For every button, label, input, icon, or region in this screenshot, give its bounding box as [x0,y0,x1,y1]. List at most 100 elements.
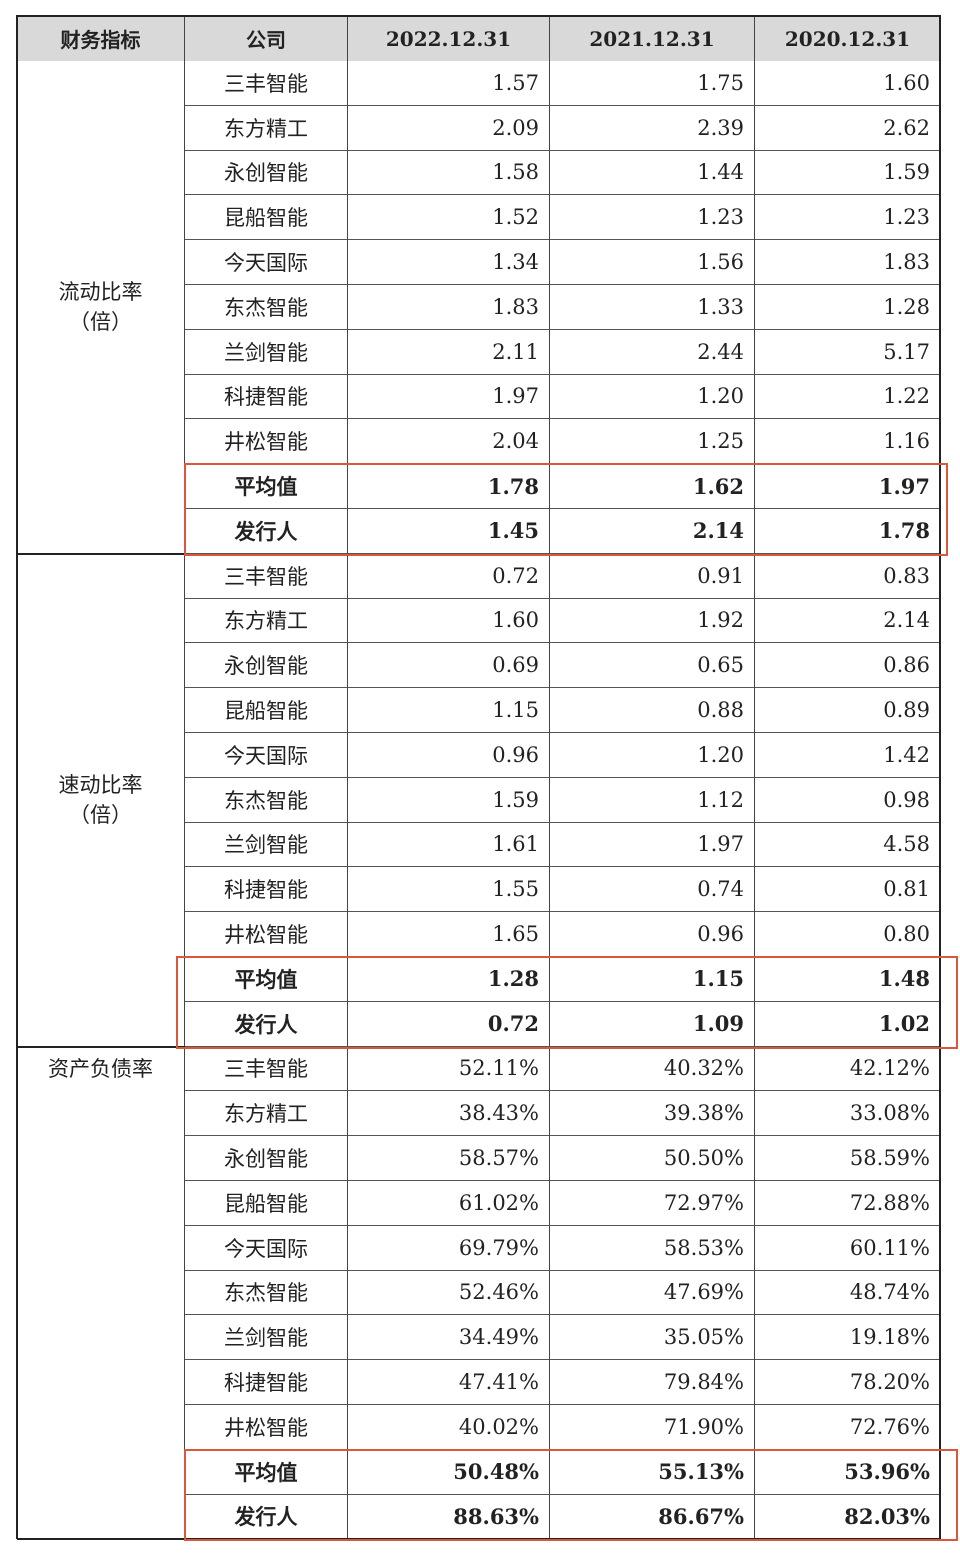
value-cell: 1.28 [755,285,940,330]
value-cell: 1.97 [755,464,940,509]
value-cell: 1.20 [550,733,755,778]
company-cell: 科捷智能 [185,867,348,913]
value-cell: 1.59 [755,151,940,196]
value-cell: 71.90% [550,1405,755,1450]
value-cell: 1.48 [755,957,940,1002]
value-cell: 1.12 [550,777,755,823]
value-cell: 0.72 [348,1001,550,1047]
value-cell: 1.16 [755,419,940,465]
company-cell: 三丰智能 [185,61,348,106]
value-cell: 60.11% [755,1226,940,1271]
header-metric: 财务指标 [17,16,185,61]
company-cell: 井松智能 [185,419,348,465]
company-cell: 永创智能 [185,150,348,196]
value-cell: 0.74 [550,867,755,913]
value-cell: 1.59 [348,777,550,823]
value-cell: 1.22 [755,375,940,420]
value-cell: 0.98 [755,778,940,823]
value-cell: 1.09 [550,1001,755,1047]
company-cell: 发行人 [185,509,348,554]
value-cell: 1.25 [550,419,755,465]
company-cell: 昆船智能 [185,195,348,241]
value-cell: 53.96% [755,1450,940,1495]
company-cell: 兰剑智能 [185,822,348,868]
value-cell: 2.09 [348,105,550,151]
highlight-box [184,1448,958,1542]
value-cell: 79.84% [550,1360,755,1405]
value-cell: 86.67% [550,1494,755,1540]
value-cell: 0.69 [348,643,550,689]
value-cell: 72.97% [550,1181,755,1226]
value-cell: 0.83 [755,554,940,599]
value-cell: 78.20% [755,1360,940,1405]
value-cell: 0.72 [348,553,550,599]
highlight-box [176,956,958,1049]
company-cell: 井松智能 [185,1405,348,1450]
company-cell: 昆船智能 [185,688,348,733]
company-cell: 东方精工 [185,598,348,644]
value-cell: 4.58 [755,823,940,868]
value-cell: 38.43% [348,1091,550,1137]
value-cell: 1.61 [348,822,550,868]
value-cell: 1.23 [550,195,755,241]
metric-name: 速动比率 [58,773,143,798]
value-cell: 2.14 [550,509,755,554]
company-cell: 三丰智能 [185,553,348,599]
metric-unit: （倍） [69,310,132,335]
value-cell: 47.69% [550,1270,755,1316]
value-cell: 0.81 [755,867,940,913]
company-cell: 发行人 [185,1001,348,1047]
value-cell: 69.79% [348,1225,550,1271]
value-cell: 33.08% [755,1091,940,1137]
value-cell: 1.78 [755,509,940,554]
header-company: 公司 [185,16,348,61]
value-cell: 1.65 [348,912,550,957]
company-cell: 永创智能 [185,1136,348,1181]
value-cell: 0.91 [550,553,755,599]
value-cell: 1.60 [348,598,550,644]
value-cell: 0.86 [755,643,940,689]
company-cell: 科捷智能 [185,374,348,420]
value-cell: 1.58 [348,150,550,196]
value-cell: 1.56 [550,240,755,285]
value-cell: 2.39 [550,105,755,151]
table-border [16,15,18,1540]
value-cell: 5.17 [755,330,940,375]
value-cell: 47.41% [348,1360,550,1405]
value-cell: 2.04 [348,419,550,465]
company-cell: 平均值 [185,464,348,509]
company-cell: 东方精工 [185,1091,348,1137]
value-cell: 0.88 [550,688,755,733]
company-cell: 今天国际 [185,1225,348,1271]
value-cell: 1.15 [348,688,550,733]
value-cell: 2.14 [755,599,940,644]
value-cell: 2.44 [550,329,755,375]
value-cell: 35.05% [550,1315,755,1361]
value-cell: 2.62 [755,106,940,151]
value-cell: 0.96 [348,733,550,778]
metric-label: 流动比率 （倍） [17,61,185,554]
company-cell: 今天国际 [185,240,348,285]
value-cell: 1.92 [550,598,755,644]
value-cell: 1.42 [755,733,940,778]
company-cell: 今天国际 [185,733,348,778]
value-cell: 1.15 [550,957,755,1002]
value-cell: 72.88% [755,1181,940,1226]
value-cell: 1.52 [348,195,550,241]
metric-name: 资产负债率 [48,1056,153,1081]
value-cell: 50.48% [348,1449,550,1495]
metric-unit: （倍） [69,803,132,828]
value-cell: 2.11 [348,329,550,375]
metric-label: 速动比率 （倍） [17,553,185,1047]
header-year-2020: 2020.12.31 [755,16,940,61]
section-divider [17,1045,185,1048]
value-cell: 0.65 [550,643,755,689]
value-cell: 1.97 [348,374,550,420]
value-cell: 61.02% [348,1181,550,1226]
value-cell: 1.97 [550,822,755,868]
value-cell: 1.33 [550,285,755,330]
highlight-box [184,463,948,556]
value-cell: 48.74% [755,1271,940,1316]
metric-label-continued [17,1091,185,1540]
